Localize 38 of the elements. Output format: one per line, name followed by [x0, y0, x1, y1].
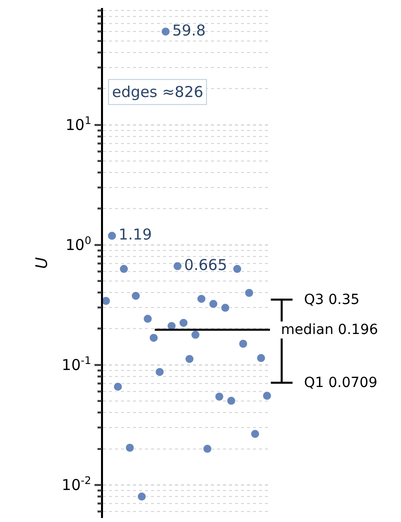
point	[196, 294, 206, 304]
point	[220, 302, 230, 313]
data-label: 59.8	[172, 21, 206, 40]
point	[262, 390, 272, 401]
point	[232, 264, 242, 274]
point	[148, 332, 159, 343]
point	[178, 318, 189, 328]
point	[142, 314, 153, 324]
point	[226, 396, 236, 406]
point	[160, 26, 171, 37]
point	[112, 382, 123, 392]
point	[244, 288, 254, 298]
point	[106, 230, 117, 241]
point	[136, 492, 147, 502]
ref-line-label: Q1 0.0709	[304, 375, 378, 391]
y-tick-label: 10$^{0}$	[65, 234, 92, 254]
data-label: 1.19	[118, 226, 152, 244]
point	[124, 442, 135, 453]
y-tick-label: 10$^{1}$	[65, 114, 92, 134]
point	[238, 338, 248, 349]
annotation: edges ≈826	[112, 83, 204, 101]
ref-line-label: Q3 0.35	[304, 292, 360, 308]
point	[190, 330, 200, 340]
point	[130, 290, 141, 301]
ref-line-label: median 0.196	[281, 322, 378, 338]
point	[214, 392, 224, 402]
point	[208, 298, 218, 309]
point	[154, 366, 165, 377]
point	[172, 261, 183, 272]
y-axis-title: U	[32, 256, 52, 269]
point	[202, 444, 212, 454]
y-tick-label: 10$^{-2}$	[62, 474, 92, 494]
y-tick-label: 10$^{-1}$	[62, 354, 92, 374]
point	[184, 354, 194, 364]
point	[250, 428, 260, 439]
point	[256, 353, 266, 364]
data-label: 0.665	[184, 256, 228, 274]
point	[118, 264, 129, 274]
